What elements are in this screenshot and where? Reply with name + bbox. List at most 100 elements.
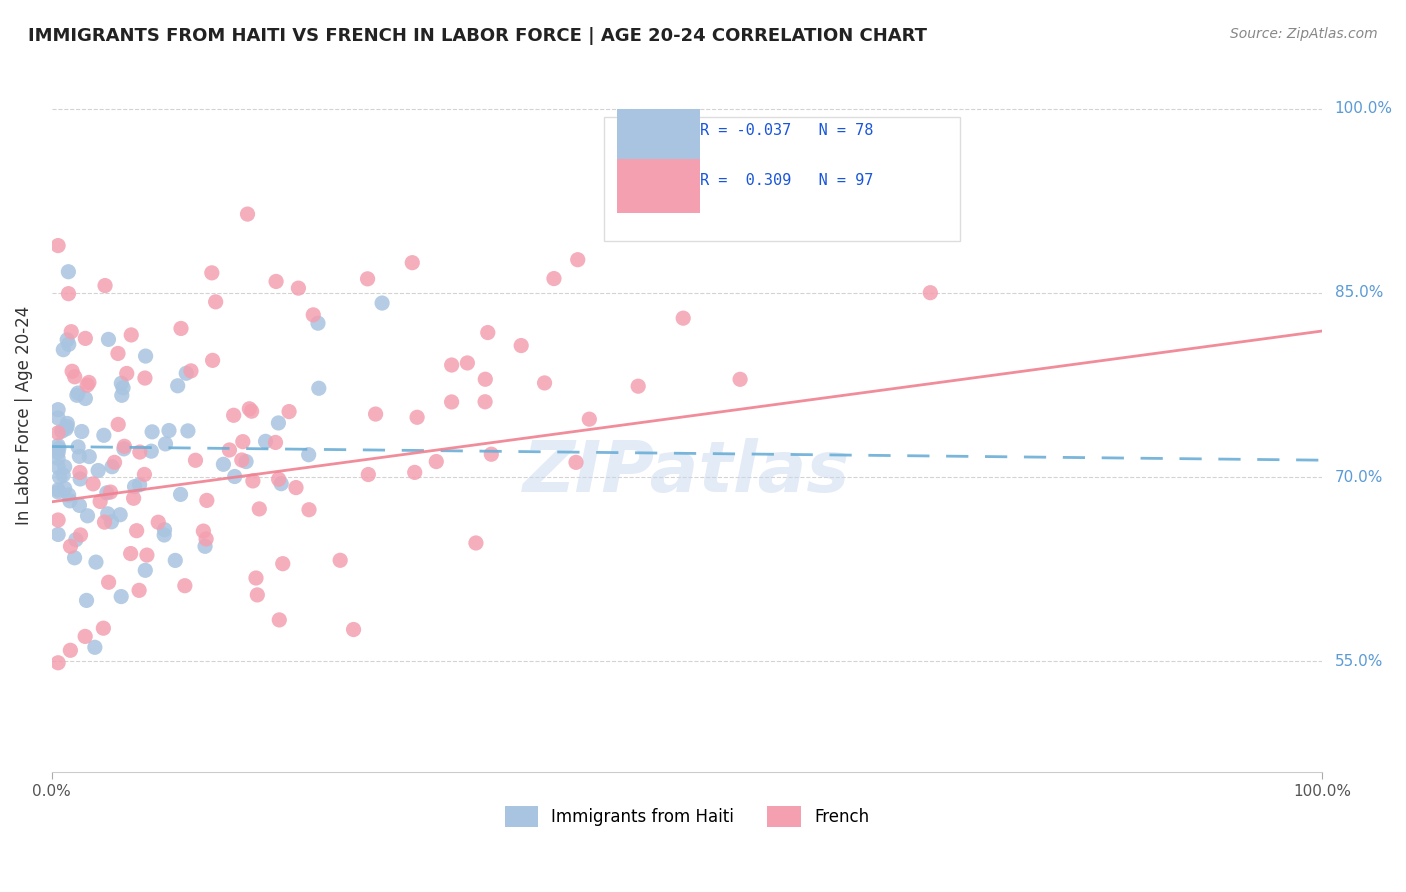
Point: [60, 364, 83, 378]
Point: [128, 445, 150, 459]
Point: [254, 434, 277, 449]
Point: [479, 447, 502, 461]
Point: [267, 472, 290, 486]
Point: [51, 424, 73, 438]
Point: [141, 425, 163, 439]
Point: [46, 425, 69, 440]
Point: [58, 286, 80, 301]
Point: [474, 394, 496, 409]
Point: [46, 656, 69, 670]
Point: [440, 395, 463, 409]
Point: [58, 488, 80, 502]
Point: [100, 515, 122, 529]
Point: [93, 515, 115, 529]
Point: [76, 593, 98, 607]
Point: [120, 327, 142, 342]
Point: [425, 454, 447, 468]
Point: [465, 536, 488, 550]
Point: [236, 207, 259, 221]
Point: [58, 337, 80, 351]
Point: [48, 442, 70, 456]
Point: [195, 532, 218, 546]
Point: [195, 493, 218, 508]
Point: [155, 437, 177, 451]
Point: [477, 326, 499, 340]
Point: [173, 579, 195, 593]
Point: [107, 417, 129, 432]
Point: [212, 458, 235, 472]
Point: [308, 381, 330, 395]
Point: [401, 255, 423, 269]
Point: [298, 502, 321, 516]
Point: [134, 371, 156, 385]
Point: [135, 548, 157, 562]
Point: [267, 416, 290, 430]
Point: [238, 401, 260, 416]
Point: [112, 442, 135, 456]
Point: [110, 376, 132, 391]
Point: [111, 388, 134, 402]
Text: ZIPatlas: ZIPatlas: [523, 438, 851, 508]
Point: [65, 533, 87, 547]
Point: [107, 346, 129, 360]
Point: [46, 451, 69, 466]
Point: [125, 524, 148, 538]
Point: [55, 422, 77, 436]
Point: [141, 444, 163, 458]
Point: [87, 463, 110, 477]
Point: [56, 333, 79, 347]
Point: [232, 434, 254, 449]
Text: R =  0.309   N = 97: R = 0.309 N = 97: [700, 173, 873, 188]
Point: [157, 424, 180, 438]
Point: [67, 450, 90, 464]
Point: [153, 528, 176, 542]
Point: [148, 515, 170, 529]
Point: [269, 613, 291, 627]
Point: [120, 547, 142, 561]
Point: [135, 349, 157, 363]
Point: [69, 466, 91, 480]
Point: [456, 356, 478, 370]
Point: [218, 442, 240, 457]
Point: [66, 386, 89, 401]
Point: [278, 404, 301, 418]
Point: [264, 275, 287, 289]
Point: [533, 376, 555, 390]
Point: [83, 640, 105, 655]
Point: [75, 331, 97, 345]
Point: [567, 252, 589, 267]
Point: [329, 553, 352, 567]
Point: [128, 583, 150, 598]
Point: [52, 468, 75, 483]
Point: [59, 494, 82, 508]
Point: [66, 388, 89, 402]
Point: [128, 477, 150, 491]
Point: [69, 472, 91, 486]
Point: [76, 508, 98, 523]
Point: [235, 454, 257, 468]
Text: Source: ZipAtlas.com: Source: ZipAtlas.com: [1230, 27, 1378, 41]
Text: R = -0.037   N = 78: R = -0.037 N = 78: [700, 123, 873, 138]
Point: [342, 623, 364, 637]
Point: [89, 494, 111, 508]
Point: [110, 590, 132, 604]
Point: [46, 238, 69, 252]
Point: [285, 481, 308, 495]
Point: [48, 470, 70, 484]
Point: [46, 402, 69, 417]
Point: [46, 513, 69, 527]
Point: [302, 308, 325, 322]
Point: [307, 316, 329, 330]
Point: [75, 392, 97, 406]
Point: [246, 588, 269, 602]
Point: [60, 325, 83, 339]
Point: [134, 467, 156, 482]
FancyBboxPatch shape: [605, 117, 960, 241]
Point: [77, 376, 100, 390]
Point: [46, 460, 69, 475]
Point: [242, 474, 264, 488]
Point: [122, 491, 145, 506]
Point: [174, 366, 197, 380]
Point: [222, 409, 245, 423]
Point: [112, 439, 135, 453]
